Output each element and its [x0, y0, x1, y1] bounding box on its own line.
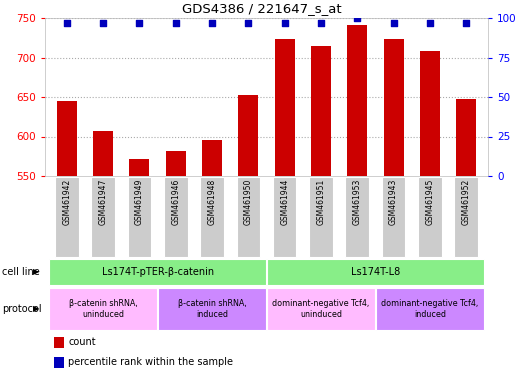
Bar — [456, 99, 476, 176]
Bar — [93, 131, 113, 176]
FancyBboxPatch shape — [49, 259, 266, 285]
Bar — [238, 95, 258, 176]
Bar — [311, 46, 331, 176]
FancyBboxPatch shape — [164, 177, 188, 257]
FancyBboxPatch shape — [49, 288, 157, 330]
Text: GSM461948: GSM461948 — [208, 179, 217, 225]
Text: GSM461943: GSM461943 — [389, 179, 398, 225]
Text: GSM461945: GSM461945 — [425, 179, 435, 225]
Text: GSM461951: GSM461951 — [316, 179, 325, 225]
Point — [317, 20, 325, 26]
FancyBboxPatch shape — [346, 177, 369, 257]
Text: dominant-negative Tcf4,
uninduced: dominant-negative Tcf4, uninduced — [272, 299, 370, 319]
Point — [280, 20, 289, 26]
Text: GSM461952: GSM461952 — [462, 179, 471, 225]
Text: GSM461942: GSM461942 — [62, 179, 71, 225]
FancyBboxPatch shape — [454, 177, 478, 257]
FancyBboxPatch shape — [418, 177, 442, 257]
Text: β-catenin shRNA,
uninduced: β-catenin shRNA, uninduced — [69, 299, 138, 319]
Bar — [57, 101, 77, 176]
Text: protocol: protocol — [2, 304, 42, 314]
Point — [426, 20, 434, 26]
FancyBboxPatch shape — [267, 259, 484, 285]
Bar — [54, 357, 64, 368]
FancyBboxPatch shape — [200, 177, 224, 257]
Text: GSM461949: GSM461949 — [135, 179, 144, 225]
FancyBboxPatch shape — [128, 177, 151, 257]
Text: Ls174T-pTER-β-catenin: Ls174T-pTER-β-catenin — [101, 267, 213, 277]
Bar — [275, 39, 294, 176]
Text: GSM461950: GSM461950 — [244, 179, 253, 225]
Text: GSM461953: GSM461953 — [353, 179, 362, 225]
Text: Ls174T-L8: Ls174T-L8 — [351, 267, 400, 277]
Text: dominant-negative Tcf4,
induced: dominant-negative Tcf4, induced — [381, 299, 479, 319]
Text: count: count — [68, 338, 96, 348]
Point — [208, 20, 216, 26]
Text: β-catenin shRNA,
induced: β-catenin shRNA, induced — [178, 299, 246, 319]
Bar — [202, 140, 222, 176]
Bar — [420, 51, 440, 176]
Point — [135, 20, 144, 26]
Text: GSM461946: GSM461946 — [171, 179, 180, 225]
Text: ▶: ▶ — [33, 305, 40, 313]
Point — [244, 20, 253, 26]
Text: GSM461944: GSM461944 — [280, 179, 289, 225]
Text: GSM461947: GSM461947 — [99, 179, 108, 225]
Text: ▶: ▶ — [33, 268, 40, 276]
Bar — [347, 25, 367, 176]
FancyBboxPatch shape — [236, 177, 260, 257]
Point — [63, 20, 71, 26]
Point — [390, 20, 398, 26]
FancyBboxPatch shape — [55, 177, 78, 257]
FancyBboxPatch shape — [92, 177, 115, 257]
Point — [172, 20, 180, 26]
FancyBboxPatch shape — [382, 177, 405, 257]
Bar — [166, 151, 186, 176]
Point — [462, 20, 470, 26]
FancyBboxPatch shape — [267, 288, 374, 330]
Text: percentile rank within the sample: percentile rank within the sample — [68, 358, 233, 367]
FancyBboxPatch shape — [273, 177, 297, 257]
Point — [99, 20, 107, 26]
Point — [353, 15, 361, 21]
Bar — [129, 159, 150, 176]
FancyBboxPatch shape — [309, 177, 333, 257]
Bar — [54, 337, 64, 348]
FancyBboxPatch shape — [376, 288, 484, 330]
Text: GDS4386 / 221647_s_at: GDS4386 / 221647_s_at — [181, 2, 342, 15]
FancyBboxPatch shape — [158, 288, 266, 330]
Bar — [383, 39, 404, 176]
Text: cell line: cell line — [2, 267, 40, 277]
